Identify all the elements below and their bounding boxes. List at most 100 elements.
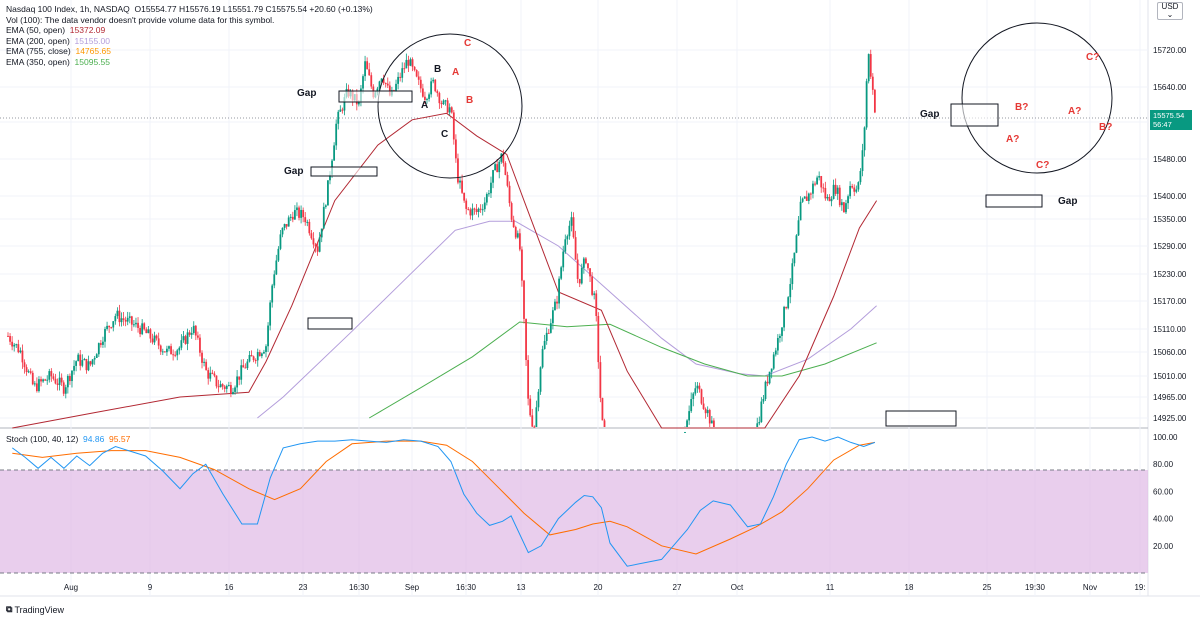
ema350-line — [368, 321, 877, 419]
candle-body — [293, 210, 296, 220]
candle-body — [572, 217, 575, 238]
candle-body — [196, 335, 199, 338]
candle-body — [500, 153, 503, 162]
candle-body — [219, 384, 222, 388]
candle-body — [459, 180, 461, 183]
candle-body — [81, 360, 84, 366]
candle-body — [159, 345, 162, 352]
candle-body — [246, 361, 249, 369]
candle-body — [838, 187, 841, 206]
candle-body — [855, 189, 858, 192]
stoch-k-line — [12, 436, 876, 567]
candle-body — [570, 217, 573, 226]
candle-body — [130, 316, 133, 325]
gap-box — [950, 103, 999, 127]
candle-body — [502, 153, 505, 164]
candle-body — [258, 352, 261, 357]
candle-body — [556, 301, 558, 304]
candle-body — [58, 377, 61, 385]
candle-body — [52, 376, 55, 379]
candle-body — [395, 83, 397, 91]
candle-body — [692, 393, 695, 400]
candle-body — [760, 401, 763, 422]
candle-body — [19, 350, 22, 353]
wave-label: A — [421, 100, 428, 111]
candle-body — [865, 81, 868, 128]
candle-body — [454, 139, 457, 159]
wave-label: B — [466, 95, 473, 106]
wave-label: A? — [1068, 106, 1081, 117]
currency-button[interactable]: USD ⌄ — [1157, 2, 1183, 20]
gap-label: Gap — [1058, 196, 1077, 207]
price-axis[interactable]: 15720.0015640.0015560.0015480.0015400.00… — [1153, 46, 1187, 423]
candle-body — [38, 379, 40, 392]
candle-body — [366, 61, 369, 70]
stoch-tick-label: 80.00 — [1153, 460, 1174, 469]
stoch-axis[interactable]: 100.00 80.00 60.00 40.00 20.00 — [1153, 433, 1178, 551]
candle-body — [95, 354, 98, 358]
ema755-label[interactable]: EMA (755, close) — [6, 46, 71, 56]
candle-body — [242, 365, 245, 368]
gap-label: Gap — [920, 109, 939, 120]
candle-body — [512, 219, 515, 228]
wave-label: C? — [1086, 52, 1099, 63]
candle-body — [118, 310, 121, 323]
candle-body — [50, 371, 53, 377]
candle-body — [770, 368, 773, 372]
candle-body — [593, 293, 596, 295]
tradingview-logo[interactable]: ⧉ TradingView — [6, 604, 64, 615]
candle-body — [490, 182, 492, 194]
candle-body — [758, 421, 761, 424]
gap-box — [307, 317, 353, 330]
candle-body — [192, 325, 195, 334]
candle-body — [60, 377, 63, 383]
candle-body — [23, 362, 26, 368]
ema350-label[interactable]: EMA (350, open) — [6, 56, 70, 67]
candle-body — [407, 59, 410, 66]
candle-body — [558, 278, 560, 304]
time-axis[interactable]: Aug 9 16 23 16:30 Sep 16:30 13 20 27 Oct 11 18 25 19:3… — [64, 583, 1146, 592]
candle-body — [380, 78, 383, 82]
ema200-label[interactable]: EMA (200, open) — [6, 35, 70, 46]
candle-body — [341, 109, 344, 111]
candle-body — [248, 355, 251, 362]
candle-body — [155, 335, 158, 339]
candle-body — [318, 237, 321, 252]
price-tick-label: 14965.00 — [1153, 393, 1187, 402]
candle-body — [562, 251, 565, 268]
ohlc-values: O15554.77 H15576.19 L15551.79 C15575.54 … — [134, 4, 373, 14]
gap-label: Gap — [297, 88, 316, 99]
stoch-tick-label: 40.00 — [1153, 515, 1174, 524]
candle-body — [207, 370, 210, 379]
candle-body — [357, 101, 360, 105]
candle-body — [223, 386, 226, 389]
candle-body — [141, 323, 144, 335]
candle-body — [269, 302, 272, 326]
candle-body — [836, 187, 839, 194]
candle-body — [591, 276, 594, 295]
candle-body — [279, 234, 282, 249]
candle-body — [469, 209, 472, 216]
candle-body — [801, 198, 804, 202]
candle-body — [306, 221, 309, 223]
candle-body — [450, 107, 453, 113]
candle-body — [180, 340, 183, 348]
candle-body — [211, 372, 214, 374]
candle-body — [21, 350, 24, 363]
stoch-label[interactable]: Stoch (100, 40, 12) — [6, 434, 79, 444]
candle-body — [199, 337, 201, 353]
candle-body — [712, 420, 715, 427]
candle-body — [803, 196, 806, 199]
ema50-label[interactable]: EMA (50, open) — [6, 25, 66, 35]
candle-body — [463, 192, 466, 201]
candle-body — [465, 200, 468, 209]
candle-body — [97, 343, 100, 355]
candle-body — [205, 361, 208, 371]
symbol-title[interactable]: Nasdaq 100 Index, 1h, NASDAQ — [6, 4, 130, 14]
last-price-label: 15575.54 56:47 — [1150, 110, 1192, 130]
candle-body — [250, 355, 253, 357]
candle-body — [209, 372, 212, 379]
candle-body — [382, 78, 385, 83]
candle-body — [704, 408, 707, 414]
